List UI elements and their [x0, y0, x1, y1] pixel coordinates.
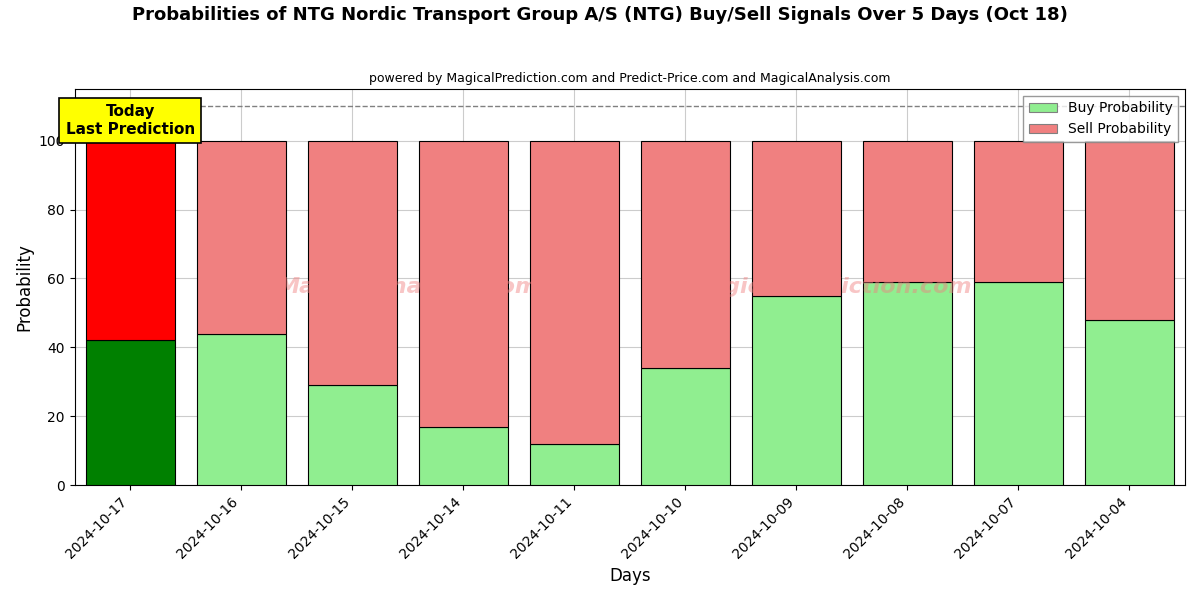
Title: powered by MagicalPrediction.com and Predict-Price.com and MagicalAnalysis.com: powered by MagicalPrediction.com and Pre… — [370, 72, 890, 85]
Y-axis label: Probability: Probability — [16, 243, 34, 331]
Bar — [419, 140, 508, 427]
Bar — [974, 140, 1063, 282]
Bar — [863, 140, 952, 282]
Text: MagicalAnalysis.com: MagicalAnalysis.com — [277, 277, 539, 297]
Bar — [1085, 140, 1174, 320]
Bar — [85, 340, 174, 485]
X-axis label: Days: Days — [610, 567, 650, 585]
Text: MagicalPrediction.com: MagicalPrediction.com — [688, 277, 972, 297]
Bar — [863, 282, 952, 485]
Bar — [641, 368, 730, 485]
Bar — [197, 140, 286, 334]
Bar — [308, 385, 397, 485]
Text: Today
Last Prediction: Today Last Prediction — [66, 104, 194, 137]
Bar — [974, 282, 1063, 485]
Bar — [308, 140, 397, 385]
Text: Probabilities of NTG Nordic Transport Group A/S (NTG) Buy/Sell Signals Over 5 Da: Probabilities of NTG Nordic Transport Gr… — [132, 6, 1068, 24]
Bar — [419, 427, 508, 485]
Bar — [85, 140, 174, 340]
Bar — [197, 334, 286, 485]
Bar — [530, 140, 619, 444]
Bar — [641, 140, 730, 368]
Bar — [1085, 320, 1174, 485]
Legend: Buy Probability, Sell Probability: Buy Probability, Sell Probability — [1024, 96, 1178, 142]
Bar — [530, 444, 619, 485]
Bar — [752, 140, 841, 296]
Bar — [752, 296, 841, 485]
